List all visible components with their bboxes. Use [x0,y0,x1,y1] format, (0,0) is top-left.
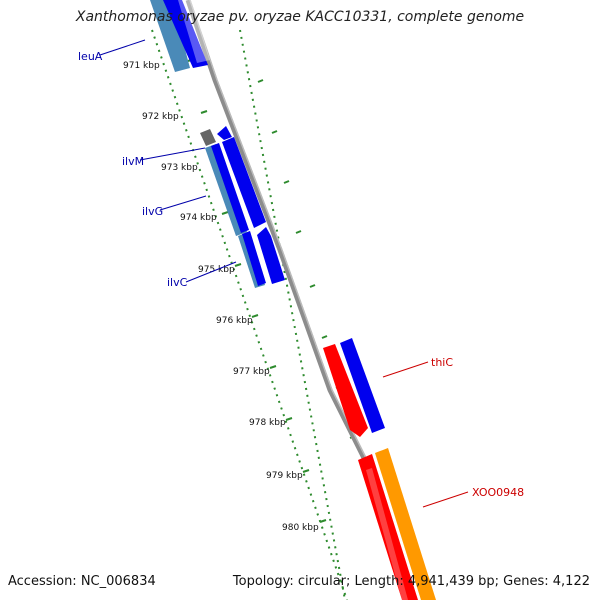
gene-leuA-shine [178,0,210,63]
gene-label-ilvC[interactable]: ilvC [167,276,188,289]
gene-XOO0948-shine [366,468,408,600]
gene-arrow-small-top [217,126,232,140]
gene-label-thiC[interactable]: thiC [431,356,453,369]
gene-ilvG-blue [222,137,266,228]
tick-label-972: 972 kbp [142,112,179,122]
tick-label-973: 973 kbp [161,163,198,173]
leader-leuA [99,39,146,56]
leader-ilvG [159,195,207,211]
leader-XOO0948 [422,491,469,508]
tick-label-980: 980 kbp [282,523,319,533]
gene-label-leuA[interactable]: leuA [78,50,103,63]
gene-leuA-blue [163,0,208,68]
genome-summary-text: Topology: circular; Length: 4,941,439 bp… [232,574,590,589]
leader-ilvC [185,261,237,283]
gene-ilvC-blue [242,231,266,286]
inner-scale-dots [151,29,348,600]
gene-ilvM-blue [211,143,249,233]
gene-XOO0948-orange [375,448,436,600]
tick-label-977: 977 kbp [233,367,270,377]
gene-XOO0948-red [358,454,418,600]
gene-label-XOO0948[interactable]: XOO0948 [472,486,524,499]
tick-label-974: 974 kbp [180,213,217,223]
gene-gray-small [200,129,216,146]
map-title: Xanthomonas oryzae pv. oryzae KACC10331,… [75,9,525,25]
accession-text: Accession: NC_006834 [8,574,156,589]
gene-ilvC-arrow [257,227,285,284]
gene-thiC-blue [340,338,385,433]
tick-label-971: 971 kbp [123,61,160,71]
gene-thiC-red [323,344,368,437]
gene-label-ilvM[interactable]: ilvM [122,155,144,168]
leader-ilvM [139,147,206,161]
leader-thiC [382,361,429,378]
gene-label-ilvG[interactable]: ilvG [142,205,163,218]
tick-label-979: 979 kbp [266,471,303,481]
tick-label-976: 976 kbp [216,316,253,326]
tick-label-978: 978 kbp [249,418,286,428]
gene-leuA-steelblue [150,0,190,72]
